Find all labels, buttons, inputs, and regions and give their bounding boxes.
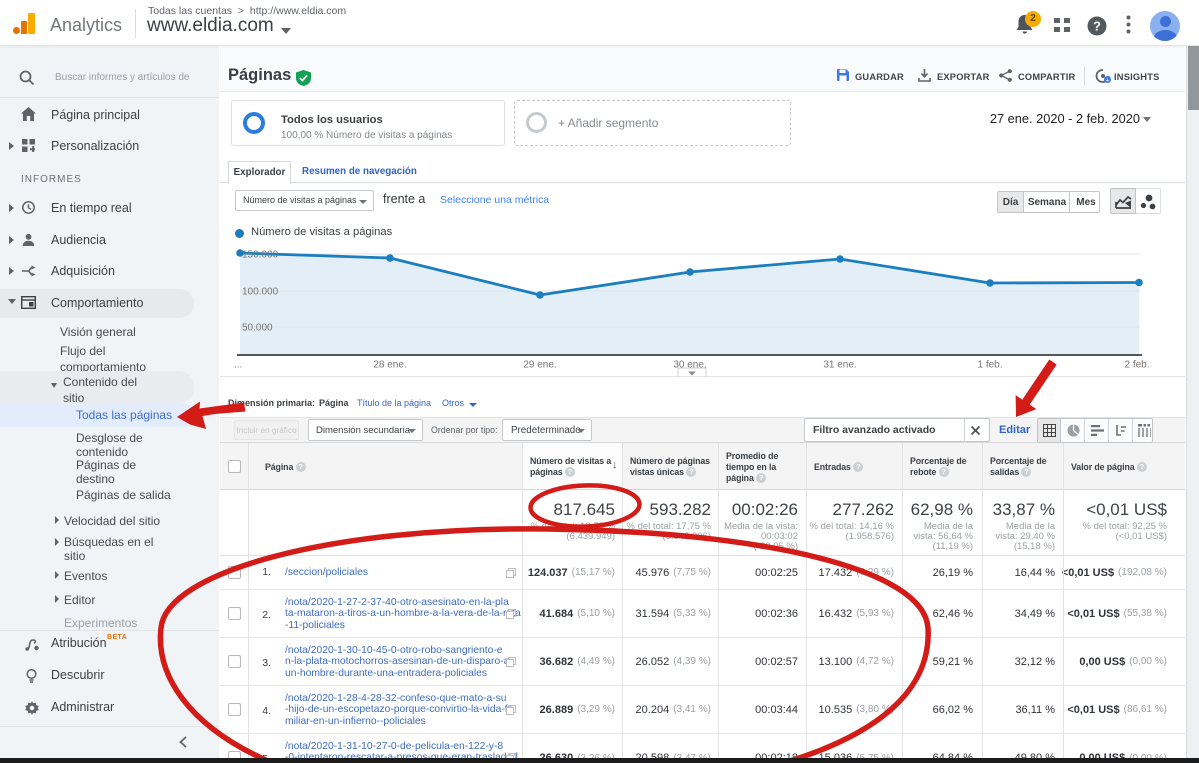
svg-text:31 ene.: 31 ene. [823,360,856,371]
svg-text:29 ene.: 29 ene. [523,360,556,371]
svg-text:+: + [1106,78,1109,84]
svg-text:150.000: 150.000 [242,250,279,261]
svg-text:...: ... [234,360,242,371]
svg-text:1 feb.: 1 feb. [977,360,1002,371]
svg-text:?: ? [1093,19,1101,34]
svg-text:50.000: 50.000 [242,323,273,334]
svg-text:100.000: 100.000 [242,287,279,298]
svg-text:2 feb.: 2 feb. [1124,360,1149,371]
svg-text:30 ene.: 30 ene. [673,360,706,371]
svg-text:28 ene.: 28 ene. [373,360,406,371]
